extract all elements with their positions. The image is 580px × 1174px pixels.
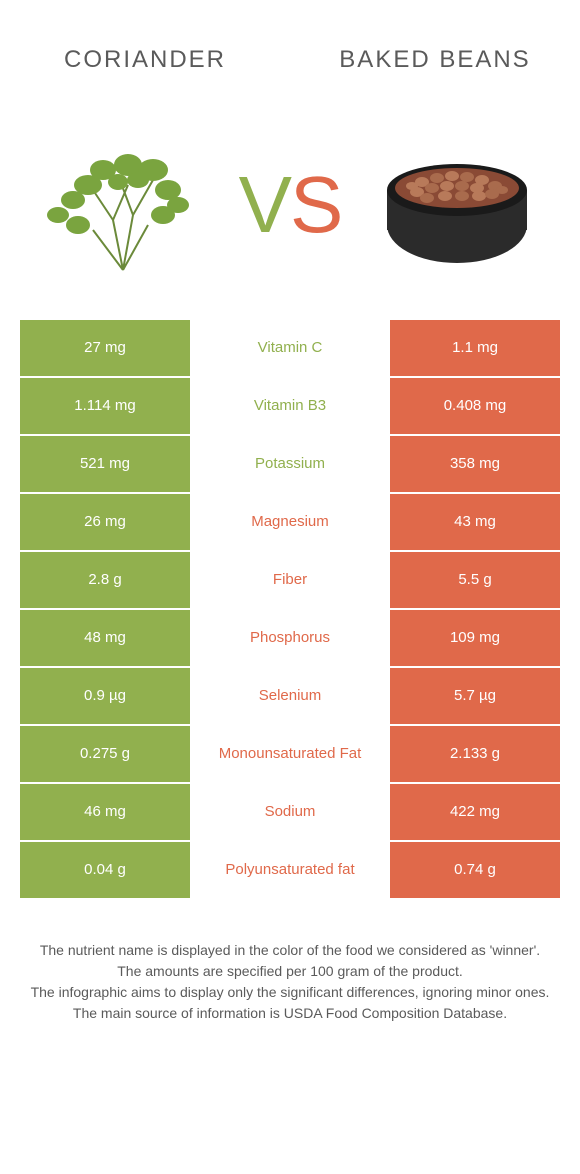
vs-label: VS: [239, 159, 342, 251]
cell-left-value: 521 mg: [20, 436, 190, 492]
cell-left-value: 2.8 g: [20, 552, 190, 608]
cell-nutrient-label: Vitamin B3: [190, 378, 390, 434]
cell-left-value: 0.9 µg: [20, 668, 190, 724]
cell-nutrient-label: Potassium: [190, 436, 390, 492]
cell-right-value: 5.7 µg: [390, 668, 560, 724]
left-image: [33, 125, 213, 285]
cell-nutrient-label: Polyunsaturated fat: [190, 842, 390, 898]
footer-line: The amounts are specified per 100 gram o…: [20, 961, 560, 982]
table-row: 27 mgVitamin C1.1 mg: [20, 320, 560, 378]
cell-nutrient-label: Monounsaturated Fat: [190, 726, 390, 782]
cell-left-value: 46 mg: [20, 784, 190, 840]
cell-nutrient-label: Selenium: [190, 668, 390, 724]
table-row: 0.04 gPolyunsaturated fat0.74 g: [20, 842, 560, 900]
footer-line: The infographic aims to display only the…: [20, 982, 560, 1003]
cell-nutrient-label: Magnesium: [190, 494, 390, 550]
cell-right-value: 5.5 g: [390, 552, 560, 608]
cell-right-value: 2.133 g: [390, 726, 560, 782]
footer: The nutrient name is displayed in the co…: [20, 940, 560, 1024]
cell-left-value: 1.114 mg: [20, 378, 190, 434]
table-row: 0.9 µgSelenium5.7 µg: [20, 668, 560, 726]
vs-v: V: [239, 159, 290, 251]
cell-right-value: 1.1 mg: [390, 320, 560, 376]
cell-right-value: 0.408 mg: [390, 378, 560, 434]
table-row: 0.275 gMonounsaturated Fat2.133 g: [20, 726, 560, 784]
vs-s: S: [290, 159, 341, 251]
cell-nutrient-label: Fiber: [190, 552, 390, 608]
header: Coriander Baked beans: [0, 0, 580, 120]
table-row: 1.114 mgVitamin B30.408 mg: [20, 378, 560, 436]
cell-left-value: 0.04 g: [20, 842, 190, 898]
cell-nutrient-label: Sodium: [190, 784, 390, 840]
header-left: Coriander: [0, 44, 290, 75]
right-image: [367, 125, 547, 285]
cell-right-value: 109 mg: [390, 610, 560, 666]
cell-right-value: 0.74 g: [390, 842, 560, 898]
images-row: VS: [0, 120, 580, 320]
footer-line: The nutrient name is displayed in the co…: [20, 940, 560, 961]
table-row: 2.8 gFiber5.5 g: [20, 552, 560, 610]
table-row: 521 mgPotassium358 mg: [20, 436, 560, 494]
cell-right-value: 358 mg: [390, 436, 560, 492]
cell-left-value: 26 mg: [20, 494, 190, 550]
footer-line: The main source of information is USDA F…: [20, 1003, 560, 1024]
cell-right-value: 422 mg: [390, 784, 560, 840]
cell-left-value: 0.275 g: [20, 726, 190, 782]
table-row: 48 mgPhosphorus109 mg: [20, 610, 560, 668]
header-right: Baked beans: [290, 44, 580, 75]
cell-left-value: 48 mg: [20, 610, 190, 666]
cell-right-value: 43 mg: [390, 494, 560, 550]
cell-nutrient-label: Phosphorus: [190, 610, 390, 666]
cell-left-value: 27 mg: [20, 320, 190, 376]
nutrient-table: 27 mgVitamin C1.1 mg1.114 mgVitamin B30.…: [20, 320, 560, 900]
table-row: 46 mgSodium422 mg: [20, 784, 560, 842]
cell-nutrient-label: Vitamin C: [190, 320, 390, 376]
table-row: 26 mgMagnesium43 mg: [20, 494, 560, 552]
